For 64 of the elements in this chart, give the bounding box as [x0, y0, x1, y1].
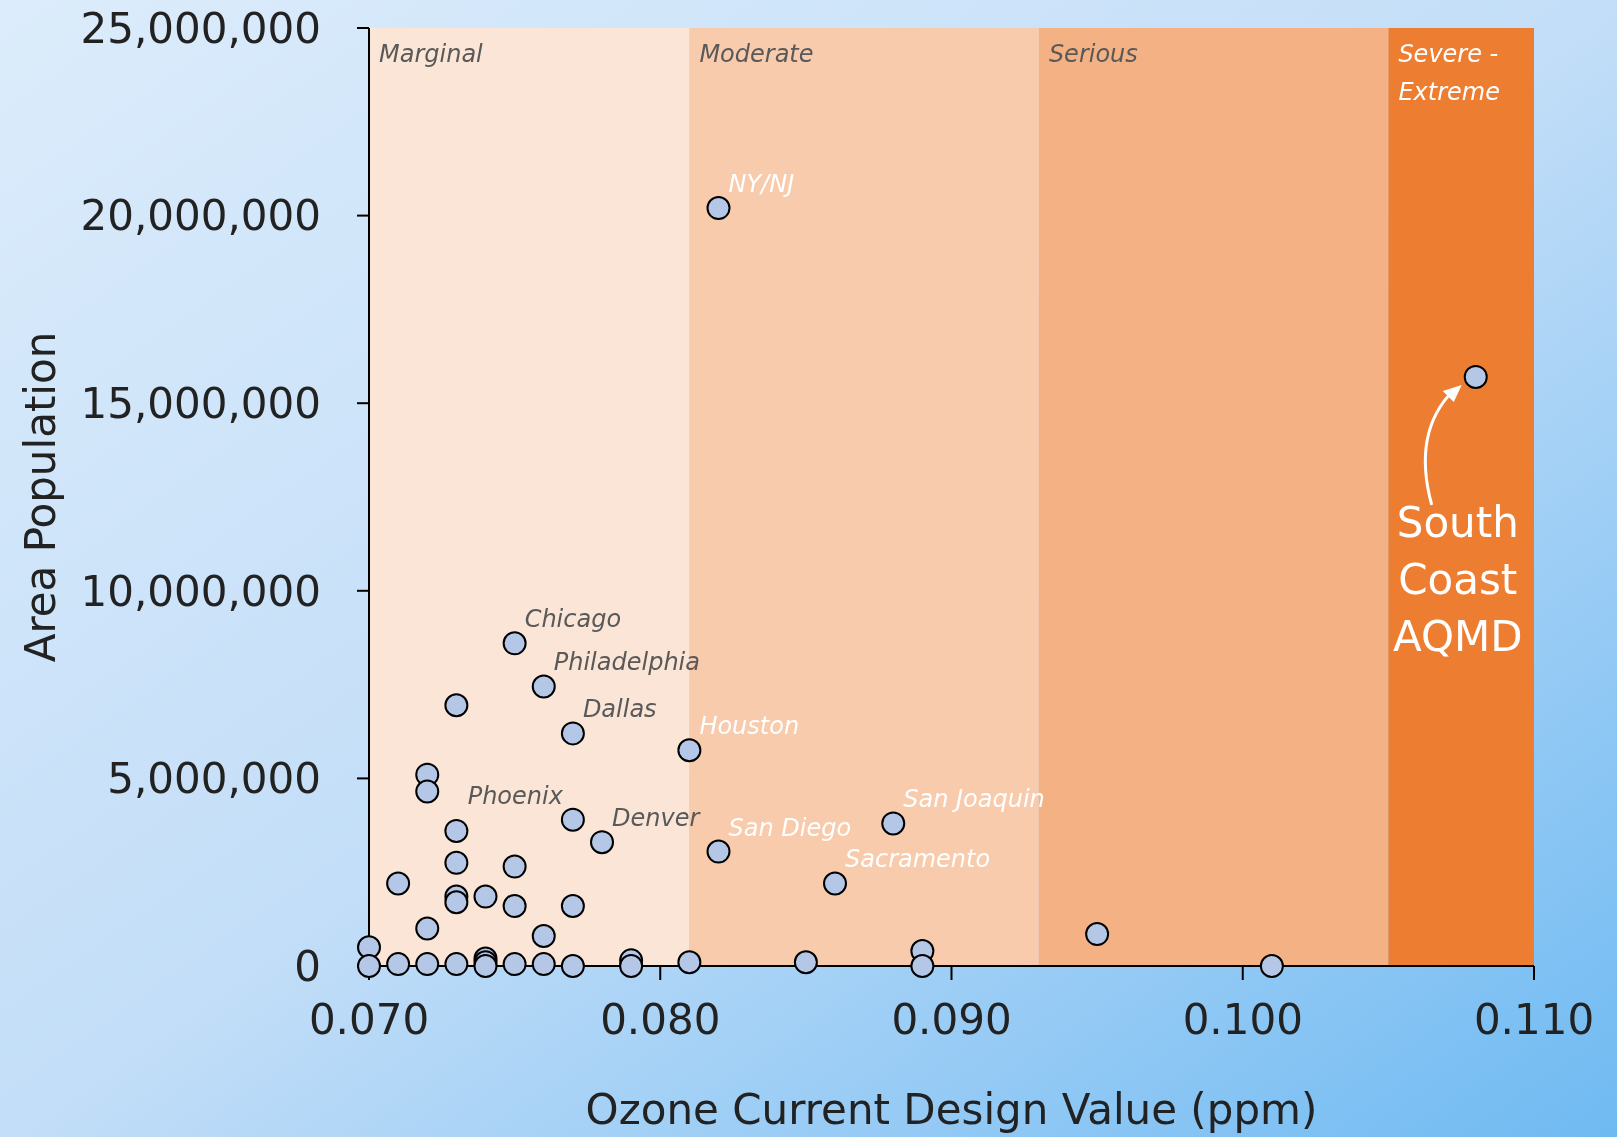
annotation: NY/NJ	[728, 170, 795, 199]
y-tick-label: 15,000,000	[80, 378, 321, 428]
point	[502, 854, 527, 879]
point	[531, 924, 556, 948]
annotation: Denver	[612, 804, 702, 833]
annotation: South Coast AQMD	[1392, 497, 1523, 661]
x-tick-label: 0.090	[891, 995, 1012, 1044]
annotation: Philadelphia	[553, 648, 700, 677]
y-tick-label: 10,000,000	[80, 566, 321, 616]
point	[706, 196, 731, 221]
y-tick-label: 0	[294, 941, 321, 991]
point	[386, 871, 411, 896]
point	[531, 952, 556, 977]
y-axis-title: Area Population	[16, 331, 65, 663]
point	[444, 952, 469, 977]
x-axis-title: Ozone Current Design Value (ppm)	[585, 1085, 1318, 1134]
point	[386, 952, 411, 977]
point	[1259, 954, 1284, 978]
point	[560, 954, 585, 978]
y-tick-label: 25,000,000	[80, 3, 321, 53]
y-tick-label: 5,000,000	[107, 754, 321, 804]
point	[531, 674, 556, 699]
point	[706, 839, 731, 864]
point	[793, 950, 818, 975]
point	[444, 818, 469, 843]
point	[823, 871, 847, 896]
point	[910, 954, 935, 978]
annotation: San Diego	[728, 813, 852, 842]
point	[444, 850, 469, 875]
annotation: Houston	[699, 712, 800, 741]
annotation: Dallas	[582, 695, 657, 724]
point	[619, 954, 644, 978]
point	[415, 779, 440, 804]
annotation: Phoenix	[467, 781, 564, 810]
point	[677, 738, 702, 763]
point	[881, 811, 906, 836]
point	[677, 950, 702, 975]
point	[444, 890, 469, 915]
point	[1085, 922, 1110, 947]
annotation: Sacramento	[845, 845, 991, 874]
band-label: Serious	[1048, 40, 1138, 68]
band-label: Moderate	[699, 40, 814, 68]
band-label: Marginal	[379, 40, 484, 68]
x-tick-label: 0.110	[1473, 995, 1595, 1044]
point	[560, 893, 585, 918]
point	[357, 935, 381, 960]
point	[415, 916, 440, 941]
point	[1463, 364, 1488, 389]
point	[502, 952, 527, 977]
point	[502, 893, 527, 918]
x-tick-label: 0.070	[308, 995, 430, 1044]
annotation: Chicago	[524, 605, 622, 634]
point	[560, 807, 585, 832]
point	[444, 693, 469, 718]
x-tick-label: 0.080	[600, 995, 721, 1044]
band-label: Severe - Extreme	[1398, 40, 1500, 106]
point	[502, 631, 527, 656]
point	[560, 721, 585, 746]
y-tick-label: 20,000,000	[80, 191, 321, 241]
annotation: San Joaquin	[903, 785, 1045, 814]
point	[415, 952, 440, 977]
point	[473, 884, 498, 909]
point	[590, 830, 614, 855]
x-tick-label: 0.100	[1182, 995, 1303, 1044]
